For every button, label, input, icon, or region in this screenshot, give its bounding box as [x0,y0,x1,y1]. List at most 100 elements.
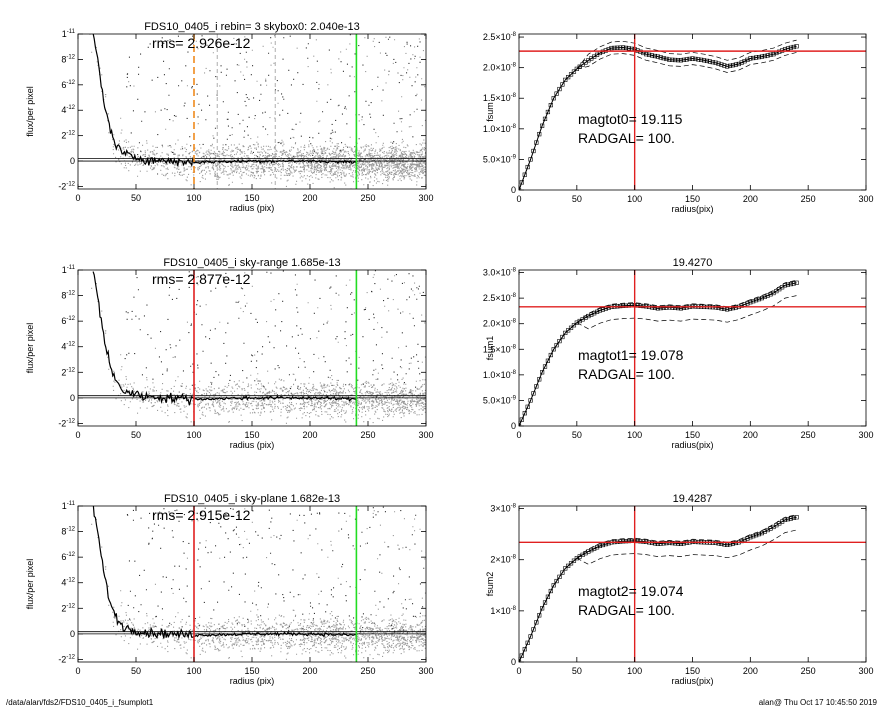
scatter-points [89,34,426,189]
data-point [647,52,652,57]
data-point [701,58,707,63]
x-tick-label: 300 [858,430,873,440]
data-point [540,123,545,128]
data-point [615,45,620,50]
data-point [548,103,553,108]
data-point [542,600,548,605]
data-point [568,72,574,77]
data-point [586,549,591,554]
x-tick-label: 50 [572,194,582,204]
y-tick-label: 2×10-8 [490,555,516,565]
data-point [618,539,623,544]
data-point [522,411,527,416]
x-tick-label: 100 [186,193,201,203]
data-point [525,404,530,409]
y-tick-label: 2-12 [61,367,75,377]
data-point [716,305,721,310]
data-point [684,57,689,62]
data-point [771,52,776,57]
data-point [522,172,527,177]
scatter-cloud [91,272,426,426]
data-point [548,352,553,358]
data-point [745,536,750,541]
data-point [652,541,658,546]
y-tick-label: 8-12 [61,527,75,537]
data-point [531,627,536,632]
y-tick-label: 0 [70,156,75,166]
x-tick-label: 0 [75,666,80,676]
x-tick-label: 50 [131,430,141,440]
data-point [534,384,539,389]
y-tick-label: 1.0×10-8 [483,124,517,134]
x-axis-label: radius (pix) [230,676,275,686]
data-point [554,578,559,584]
data-point [525,640,530,645]
data-point [765,53,770,58]
x-tick-label: 0 [516,194,521,204]
x-tick-label: 300 [858,666,873,676]
y-tick-label: -2-12 [58,181,75,191]
radgal-annotation: RADGAL= 100. [578,602,675,618]
y-tick-label: 2.0×10-8 [483,319,517,329]
data-point [563,566,568,571]
data-point [557,574,562,579]
data-point [751,55,756,61]
data-point [589,548,594,553]
data-point [754,298,759,303]
data-point [681,57,686,62]
y-tick-label: 1.5×10-8 [483,344,517,354]
data-point [566,328,571,333]
data-point [560,570,565,575]
data-point [756,532,762,537]
data-point [545,358,551,363]
x-tick-label: 50 [131,193,141,203]
data-point [568,325,574,330]
data-point [693,56,698,62]
data-point [600,307,605,312]
data-point [594,309,600,314]
y-tick-label: 6-12 [61,552,75,562]
data-point [742,59,747,64]
data-point [560,82,565,87]
data-point [542,116,548,121]
data-point [661,56,666,61]
data-point [551,583,556,588]
y-tick-label: 0 [511,657,516,667]
data-point [788,45,793,50]
data-point [782,283,788,288]
data-point [788,281,793,287]
data-point [727,63,733,68]
data-point [652,305,658,310]
fsum-curve [519,282,797,426]
data-point [566,75,571,80]
data-point [733,62,738,67]
y-axis-label: flux/per pixel [25,559,35,610]
data-point [768,292,773,297]
data-point [600,542,605,548]
mean-profile-line [92,34,357,168]
data-point [554,343,559,348]
x-tick-label: 300 [418,193,433,203]
data-point [704,58,710,64]
y-axis-label: fsum [485,102,495,122]
data-point [759,54,764,59]
y-tick-label: 2-12 [61,131,75,141]
data-point [606,305,611,310]
data-point [681,305,686,310]
footer-path: /data/alan/fds2/FDS10_0405_i_fsumplot1 [6,698,154,707]
rms-annotation: rms= 2.926e-12 [152,35,251,51]
y-tick-label: 8-12 [61,54,75,64]
x-tick-label: 300 [418,666,433,676]
data-point [545,594,551,599]
data-point [678,58,684,63]
y-tick-label: 0 [70,629,75,639]
data-point [592,311,597,316]
data-point [670,540,675,546]
plot-frame [518,505,867,663]
data-point [788,516,793,521]
chart-panel-right-1: magtot0= 19.115 RADGAL= 100. 0 50 100 150 200 2… [483,32,874,214]
x-tick-label: 200 [743,194,758,204]
data-point [566,563,571,568]
data-point [528,157,533,162]
data-point [794,280,799,285]
